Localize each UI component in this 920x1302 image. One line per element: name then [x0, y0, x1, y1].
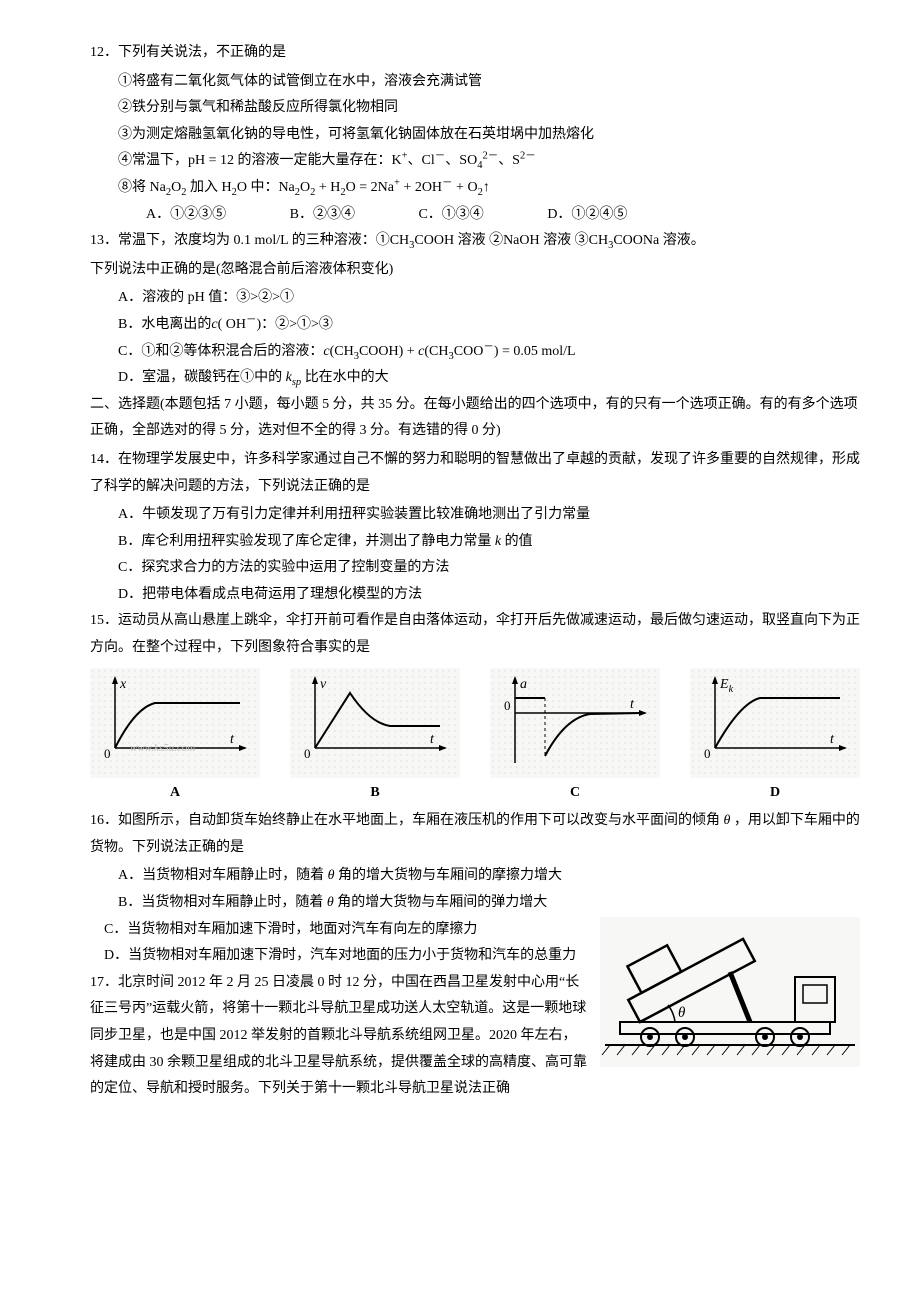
q13-opt-c[interactable]: C．①和②等体积混合后的溶液：c(CH3COOH) + c(CH3COO－) =… — [90, 339, 860, 366]
q15-stem: 15．运动员从高山悬崖上跳伞，伞打开前可看作是自由落体运动，伞打开后先做减速运动… — [90, 608, 860, 661]
q15-label-d: D — [690, 780, 860, 807]
q14-opt-c[interactable]: C．探究求合力的方法的实验中运用了控制变量的方法 — [90, 555, 860, 582]
q12-opt-c[interactable]: C．①③④ — [418, 202, 483, 229]
q14-stem: 14．在物理学发展史中，许多科学家通过自己不懈的努力和聪明的智慧做出了卓越的贡献… — [90, 447, 860, 500]
q15-fig-c-wrap: a t 0 C — [490, 668, 660, 807]
q15-figure-row: www.ks5u.com x t 0 A v t 0 — [90, 668, 860, 807]
q12-l5-b: O — [171, 180, 181, 195]
q16-sa: 16．如图所示，自动卸货车始终静止在水平地面上，车厢在液压机的作用下可以改变与水… — [90, 813, 724, 828]
q12-l4-m3: 、S — [498, 153, 520, 168]
q16-b-th: θ — [327, 895, 334, 910]
q12-l5-a: ⑧将 Na — [118, 180, 166, 195]
q13-d-sp: sp — [292, 377, 301, 388]
svg-text:0: 0 — [504, 698, 511, 713]
q12-l4-m2: 、SO — [445, 153, 477, 168]
q16-b-post: 角的增大货物与车厢间的弹力增大 — [334, 895, 548, 910]
svg-text:Ek: Ek — [719, 677, 734, 695]
q13-d-pre: D．室温，碳酸钙在①中的 — [118, 370, 286, 385]
q13-c-m1: (CH — [330, 344, 354, 359]
q13-b-post: ( OH — [218, 317, 246, 332]
q14-opt-d[interactable]: D．把带电体看成点电荷运用了理想化模型的方法 — [90, 582, 860, 609]
q12-opt-d[interactable]: D．①②④⑤ — [547, 202, 627, 229]
q16-a-th: θ — [328, 868, 335, 883]
svg-text:θ: θ — [678, 1005, 686, 1021]
q12-l5-c: 加入 H — [186, 180, 231, 195]
q15-fig-d: Ek t 0 — [690, 668, 860, 778]
svg-text:t: t — [630, 697, 635, 712]
q16-opt-a[interactable]: A．当货物相对车厢静止时，随着 θ 角的增大货物与车厢间的摩擦力增大 — [90, 863, 860, 890]
q15-label-c: C — [490, 780, 660, 807]
q12-l5-j: ↑ — [483, 180, 490, 195]
q12-line1: ①将盛有二氧化氮气体的试管倒立在水中，溶液会充满试管 — [90, 69, 860, 96]
q13-c-m4: COO — [454, 344, 484, 359]
svg-text:0: 0 — [304, 746, 311, 761]
axis-t-label: t — [230, 732, 235, 747]
q15-fig-b: v t 0 — [290, 668, 460, 778]
q12-l4-m1: 、Cl — [408, 153, 435, 168]
q13-c-m5: ) = 0.05 mol/L — [494, 344, 576, 359]
q13-sb: COOH 溶液 ②NaOH 溶液 ③CH — [414, 233, 608, 248]
q12-l4-pre: ④常温下，pH = 12 的溶液一定能大量存在：K — [118, 153, 402, 168]
q16-opt-b[interactable]: B．当货物相对车厢静止时，随着 θ 角的增大货物与车厢间的弹力增大 — [90, 890, 860, 917]
q12-l5-f: + H — [315, 180, 340, 195]
q15-fig-a-wrap: www.ks5u.com x t 0 A — [90, 668, 260, 807]
q12-opt-b[interactable]: B．②③④ — [290, 202, 355, 229]
q13-b-pre: B．水电离出的 — [118, 317, 211, 332]
q14-opt-a[interactable]: A．牛顿发现了万有引力定律并利用扭秤实验装置比较准确地测出了引力常量 — [90, 502, 860, 529]
q12-line4: ④常温下，pH = 12 的溶液一定能大量存在：K+、Cl－、SO42－、S2－ — [90, 148, 860, 175]
q15-fig-d-wrap: Ek t 0 D — [690, 668, 860, 807]
q13-c-pre: C．①和②等体积混合后的溶液： — [118, 344, 323, 359]
q12-line5: ⑧将 Na2O2 加入 H2O 中：Na2O2 + H2O = 2Na+ + 2… — [90, 175, 860, 202]
svg-text:a: a — [520, 677, 527, 692]
q15-fig-b-wrap: v t 0 B — [290, 668, 460, 807]
q13-stem2: 下列说法中正确的是(忽略混合前后溶液体积变化) — [90, 257, 860, 284]
q15-fig-a: www.ks5u.com x t 0 — [90, 668, 260, 778]
svg-text:t: t — [830, 732, 835, 747]
q13-sa: 13．常温下，浓度均为 0.1 mol/L 的三种溶液：①CH — [90, 233, 409, 248]
axis-x-label: x — [119, 677, 127, 692]
q13-stem: 13．常温下，浓度均为 0.1 mol/L 的三种溶液：①CH3COOH 溶液 … — [90, 228, 860, 255]
q13-d-post: 比在水中的大 — [301, 370, 389, 385]
q13-b-tail: )：②>①>③ — [256, 317, 332, 332]
q13-c-m3: (CH — [424, 344, 448, 359]
q12-l5-g: O = 2Na — [346, 180, 394, 195]
q12-opt-a[interactable]: A．①②③⑤ — [146, 202, 226, 229]
q16-b-pre: B．当货物相对车厢静止时，随着 — [118, 895, 327, 910]
q16-a-post: 角的增大货物与车厢间的摩擦力增大 — [335, 868, 563, 883]
q13-c-m2: COOH) + — [359, 344, 418, 359]
q13-opt-d[interactable]: D．室温，碳酸钙在①中的 ksp 比在水中的大 — [90, 365, 860, 392]
q14-opt-b[interactable]: B．库仑利用扭秤实验发现了库仑定律，并测出了静电力常量 k 的值 — [90, 529, 860, 556]
q12-line2: ②铁分别与氯气和稀盐酸反应所得氯化物相同 — [90, 95, 860, 122]
q12-l5-h: + 2OH — [400, 180, 442, 195]
q14-b-post: 的值 — [501, 534, 533, 549]
q12-l5-e: O — [300, 180, 310, 195]
q12-l5-i: + O — [453, 180, 478, 195]
q14-b-pre: B．库仑利用扭秤实验发现了库仑定律，并测出了静电力常量 — [118, 534, 495, 549]
q13-opt-a[interactable]: A．溶液的 pH 值：③>②>① — [90, 285, 860, 312]
svg-text:0: 0 — [104, 746, 111, 761]
q13-sc: COONa 溶液。 — [613, 233, 704, 248]
svg-text:v: v — [320, 677, 327, 692]
section-2-header: 二、选择题(本题包括 7 小题，每小题 5 分，共 35 分。在每小题给出的四个… — [90, 392, 860, 445]
q16-truck-figure: θ — [600, 917, 860, 1067]
q12-line3: ③为测定熔融氢氧化钠的导电性，可将氢氧化钠固体放在石英坩埚中加热熔化 — [90, 122, 860, 149]
q16-stem: 16．如图所示，自动卸货车始终静止在水平地面上，车厢在液压机的作用下可以改变与水… — [90, 808, 860, 861]
q15-fig-c: a t 0 — [490, 668, 660, 778]
q12-l5-d: O 中：Na — [237, 180, 295, 195]
q12-options: A．①②③⑤ B．②③④ C．①③④ D．①②④⑤ — [90, 202, 860, 229]
q15-label-a: A — [90, 780, 260, 807]
q12-stem: 12．下列有关说法，不正确的是 — [90, 40, 860, 67]
q16-a-pre: A．当货物相对车厢静止时，随着 — [118, 868, 328, 883]
q13-opt-b[interactable]: B．水电离出的c( OH－)：②>①>③ — [90, 312, 860, 339]
svg-text:t: t — [430, 732, 435, 747]
svg-text:0: 0 — [704, 746, 711, 761]
q15-label-b: B — [290, 780, 460, 807]
